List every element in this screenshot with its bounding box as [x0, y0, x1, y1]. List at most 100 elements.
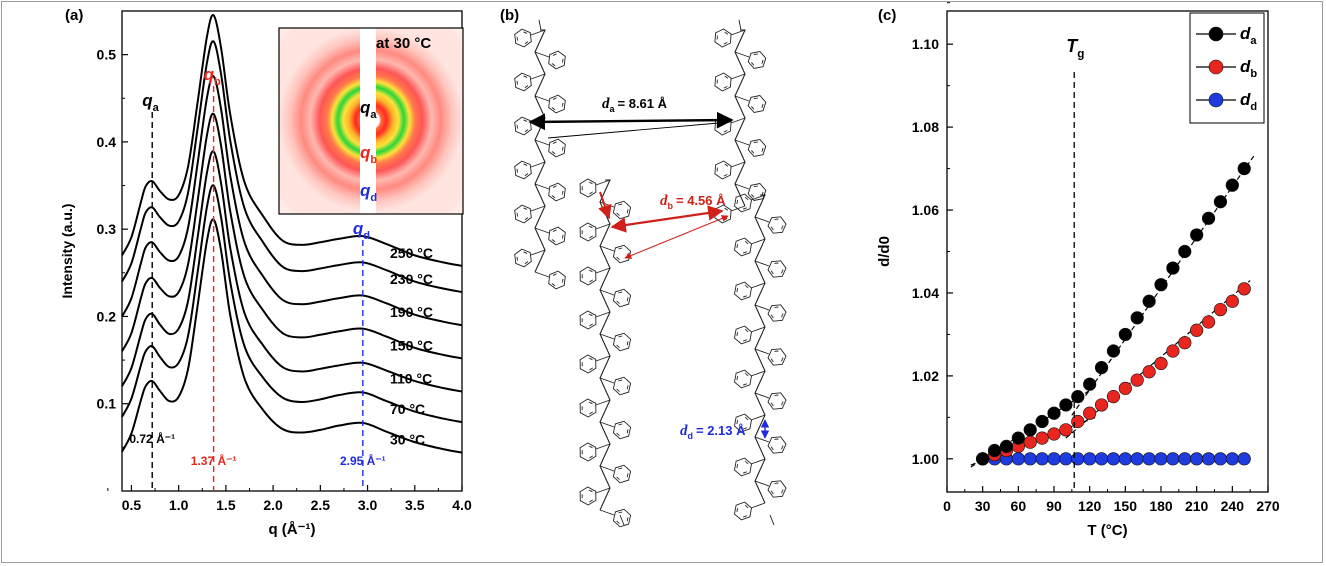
data-point — [1071, 452, 1085, 466]
phenyl-ring — [548, 138, 566, 158]
peak-symbol: qb — [204, 65, 221, 88]
inset-ring-label-symbol: q — [360, 143, 371, 162]
data-point — [1154, 452, 1168, 466]
distance-sub: a — [610, 104, 616, 114]
side-bond — [750, 458, 766, 465]
phenyl-ring — [612, 244, 632, 264]
peak-position-label: 1.37 Å⁻¹ — [191, 453, 237, 468]
phenyl-ring — [548, 182, 566, 202]
phenyl-ring — [579, 398, 597, 418]
side-bond — [754, 436, 770, 443]
side-bond — [750, 502, 766, 509]
data-point — [1237, 452, 1251, 466]
panel-a-label: (a) — [65, 7, 83, 24]
data-point — [1201, 315, 1216, 329]
phenyl-bond — [616, 467, 629, 480]
phenyl-bond — [736, 240, 749, 254]
data-point — [1035, 414, 1049, 429]
side-bond — [754, 480, 770, 487]
data-point — [1166, 452, 1180, 466]
legend-label-symbol: d — [1240, 57, 1251, 76]
legend-label: db — [1240, 57, 1257, 80]
peak-symbol-sub: d — [363, 230, 370, 242]
phenyl-ring — [747, 51, 767, 69]
peak-symbol-sub: b — [214, 76, 221, 88]
data-point — [1047, 452, 1061, 466]
data-point — [1201, 211, 1216, 225]
side-bond — [530, 29, 546, 36]
phenyl-ring — [767, 304, 787, 322]
backbone-chain — [534, 29, 546, 273]
peak-symbol-symbol: q — [142, 91, 153, 110]
data-point — [1237, 161, 1251, 176]
panel-b-label: (b) — [500, 7, 519, 24]
phenyl-bond — [551, 97, 564, 111]
side-bond — [754, 260, 770, 267]
x-tick-label: 120 — [1078, 498, 1102, 514]
phenyl-ring — [579, 354, 597, 374]
data-point — [1094, 452, 1109, 466]
x-tick-label: 3.0 — [358, 497, 378, 513]
data-point — [1225, 294, 1239, 308]
peak-symbol: qd — [353, 219, 370, 242]
data-point — [1047, 427, 1061, 441]
phenyl-ring — [548, 226, 566, 246]
data-point — [1118, 381, 1132, 395]
x-tick-label: 150 — [1114, 498, 1138, 514]
side-bond — [734, 139, 750, 146]
phenyl-ring — [579, 178, 597, 198]
phenyl-bond — [716, 31, 729, 45]
chain-end — [538, 19, 542, 31]
distance-symbol: d — [680, 423, 688, 439]
phenyl-bond — [770, 394, 784, 407]
phenyl-bond — [581, 445, 593, 459]
phenyl-bond — [616, 379, 629, 392]
data-point — [1213, 195, 1228, 209]
data-point — [1190, 323, 1204, 337]
y-tick-label: 0.5 — [97, 47, 117, 63]
phenyl-bond — [770, 482, 784, 495]
legend-marker — [1208, 59, 1224, 75]
data-point — [1071, 390, 1085, 404]
side-bond — [754, 348, 770, 355]
phenyl-ring — [612, 376, 632, 396]
x-tick-label: 0 — [943, 498, 951, 514]
intensity-curve — [121, 112, 463, 360]
phenyl-ring — [714, 72, 732, 92]
distance-symbol: d — [660, 193, 668, 209]
phenyl-ring — [767, 436, 787, 454]
y-tick-label: 1.04 — [912, 285, 939, 301]
series-dd — [976, 452, 1251, 466]
phenyl-ring — [612, 420, 632, 440]
y-tick-label: 1.06 — [912, 202, 939, 218]
data-point — [1083, 377, 1097, 391]
legend-label-sub: a — [1250, 35, 1257, 47]
data-point — [1130, 373, 1144, 387]
side-bond — [534, 271, 550, 278]
side-bond — [599, 289, 615, 296]
phenyl-ring — [612, 288, 632, 308]
peak-symbol-symbol: q — [353, 219, 364, 238]
phenyl-ring — [612, 508, 632, 528]
data-point — [1011, 452, 1025, 466]
x-tick-label: 270 — [1256, 498, 1280, 514]
db-arrow — [610, 205, 724, 233]
x-tick-label: 1.5 — [216, 497, 236, 513]
side-bond — [750, 194, 766, 201]
side-bond — [595, 443, 611, 450]
intensity-curve — [121, 14, 463, 267]
legend-box — [1189, 12, 1265, 124]
distance-label: dd = 2.13 Å — [680, 423, 746, 441]
data-point — [1225, 178, 1239, 192]
data-point — [1071, 414, 1085, 429]
phenyl-ring — [579, 442, 597, 462]
x-tick-label: 3.5 — [405, 497, 425, 513]
tg-label-sub: g — [1077, 47, 1084, 60]
side-bond — [534, 51, 550, 58]
y-tick-label: 1.02 — [912, 368, 939, 384]
side-bond — [595, 355, 611, 362]
data-point — [1023, 452, 1037, 466]
series-label: 30 °C — [390, 432, 425, 448]
